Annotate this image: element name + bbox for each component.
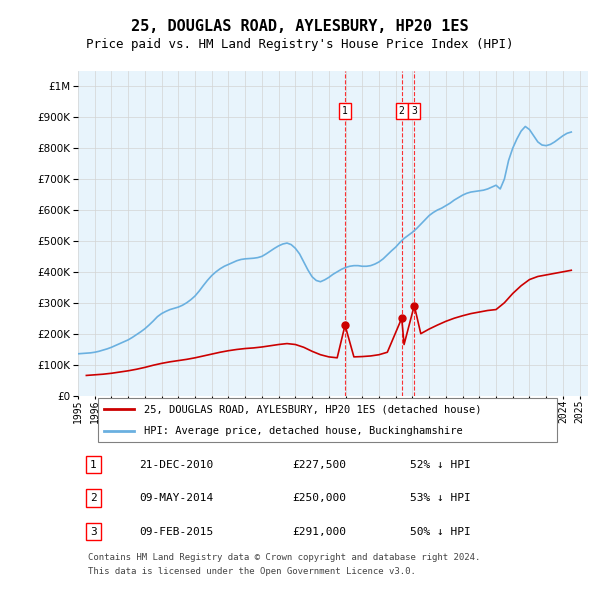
- Text: 09-FEB-2015: 09-FEB-2015: [139, 526, 214, 536]
- Text: 52% ↓ HPI: 52% ↓ HPI: [409, 460, 470, 470]
- FancyBboxPatch shape: [98, 398, 557, 442]
- Text: £227,500: £227,500: [292, 460, 346, 470]
- Text: 21-DEC-2010: 21-DEC-2010: [139, 460, 214, 470]
- Text: This data is licensed under the Open Government Licence v3.0.: This data is licensed under the Open Gov…: [88, 567, 416, 576]
- Text: 1: 1: [90, 460, 97, 470]
- Text: 25, DOUGLAS ROAD, AYLESBURY, HP20 1ES: 25, DOUGLAS ROAD, AYLESBURY, HP20 1ES: [131, 19, 469, 34]
- Text: 3: 3: [412, 106, 417, 116]
- Text: 2: 2: [90, 493, 97, 503]
- Text: Price paid vs. HM Land Registry's House Price Index (HPI): Price paid vs. HM Land Registry's House …: [86, 38, 514, 51]
- Text: 1: 1: [342, 106, 348, 116]
- Text: 09-MAY-2014: 09-MAY-2014: [139, 493, 214, 503]
- Text: Contains HM Land Registry data © Crown copyright and database right 2024.: Contains HM Land Registry data © Crown c…: [88, 553, 481, 562]
- Text: HPI: Average price, detached house, Buckinghamshire: HPI: Average price, detached house, Buck…: [145, 425, 463, 435]
- Text: 50% ↓ HPI: 50% ↓ HPI: [409, 526, 470, 536]
- Text: £291,000: £291,000: [292, 526, 346, 536]
- Text: £250,000: £250,000: [292, 493, 346, 503]
- Text: 53% ↓ HPI: 53% ↓ HPI: [409, 493, 470, 503]
- Text: 3: 3: [90, 526, 97, 536]
- Text: 25, DOUGLAS ROAD, AYLESBURY, HP20 1ES (detached house): 25, DOUGLAS ROAD, AYLESBURY, HP20 1ES (d…: [145, 404, 482, 414]
- Text: 2: 2: [399, 106, 404, 116]
